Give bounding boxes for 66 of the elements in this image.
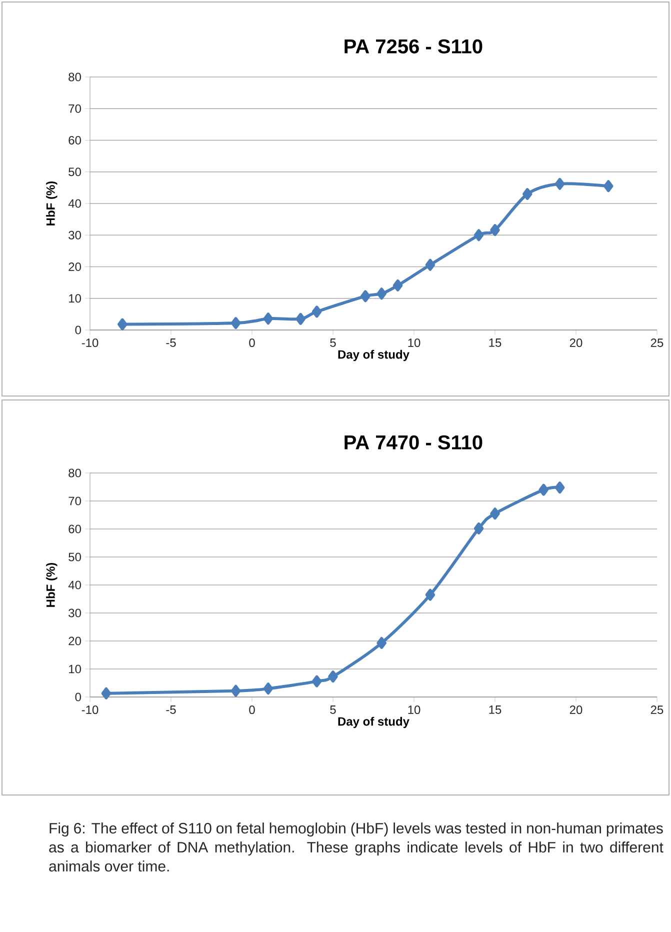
x-tick-label: 5	[330, 706, 336, 714]
x-tick-label: 5	[330, 338, 336, 347]
y-tick-label: 20	[68, 262, 81, 271]
x-axis-title: Day of study	[338, 350, 410, 362]
x-tick-label: 0	[249, 706, 255, 714]
x-tick-label: -5	[166, 338, 176, 347]
x-tick-label: 15	[489, 338, 502, 347]
y-tick-label: 30	[68, 608, 81, 618]
chart-title: PA 7256 - S110	[344, 39, 482, 54]
y-tick-label: 0	[75, 326, 81, 334]
y-tick-label: 40	[68, 580, 81, 590]
y-tick-label: 70	[68, 496, 81, 506]
point	[490, 224, 500, 236]
x-tick-label: 20	[570, 338, 582, 348]
x-tick-label: 10	[408, 338, 420, 348]
y-axis-title: HbF (%)	[46, 181, 58, 226]
point	[312, 675, 322, 688]
x-axis-title: Day of study	[338, 716, 410, 728]
point	[230, 317, 241, 330]
y-tick-label: 80	[68, 72, 81, 82]
point	[604, 180, 614, 192]
point	[474, 522, 484, 534]
point	[296, 312, 306, 325]
x-tick-label: 25	[650, 706, 664, 714]
y-tick-label: 70	[68, 104, 81, 113]
point	[263, 312, 274, 325]
point	[425, 588, 436, 601]
point	[118, 318, 128, 330]
point	[392, 279, 403, 292]
y-tick-label: 40	[68, 199, 81, 208]
point	[474, 229, 484, 242]
chart-title: PA 7470 - S110	[344, 435, 482, 450]
y-tick-label: 50	[68, 552, 81, 562]
point	[554, 178, 565, 190]
point	[522, 188, 532, 200]
point	[376, 636, 386, 649]
point	[328, 670, 338, 683]
y-axis-title: HbF (%)	[46, 562, 58, 607]
y-tick-label: 30	[68, 230, 81, 240]
point	[312, 306, 322, 318]
point	[360, 290, 370, 302]
y-tick-label: 20	[68, 636, 81, 646]
x-tick-label: -5	[166, 706, 176, 714]
x-tick-label: 20	[570, 706, 582, 714]
x-tick-label: 15	[489, 706, 502, 714]
y-tick-label: 60	[68, 524, 81, 534]
y-tick-label: 60	[68, 136, 81, 145]
x-tick-label: 10	[408, 706, 420, 714]
point	[425, 258, 436, 271]
point	[101, 687, 112, 700]
y-tick-label: 10	[69, 294, 81, 303]
point	[376, 288, 386, 300]
y-tick-label: 80	[68, 468, 81, 478]
y-tick-label: 50	[68, 168, 81, 176]
point	[554, 482, 565, 494]
y-tick-label: 0	[75, 692, 81, 702]
x-tick-label: 25	[650, 338, 664, 348]
caption: Fig 6: The effect of S110 on fetal hemoglobin (HbF) levels was tested in non-human primates as a biomarker of DNA methylation. These graphs indicate levels of HbF in two different animals over time.	[49, 822, 664, 872]
y-tick-label: 10	[69, 664, 81, 674]
x-tick-label: -10	[82, 706, 98, 714]
point	[230, 684, 241, 697]
x-tick-label: 0	[249, 338, 255, 348]
point	[490, 508, 500, 520]
x-tick-label: -10	[82, 338, 98, 348]
point	[538, 484, 548, 496]
point	[263, 682, 274, 695]
